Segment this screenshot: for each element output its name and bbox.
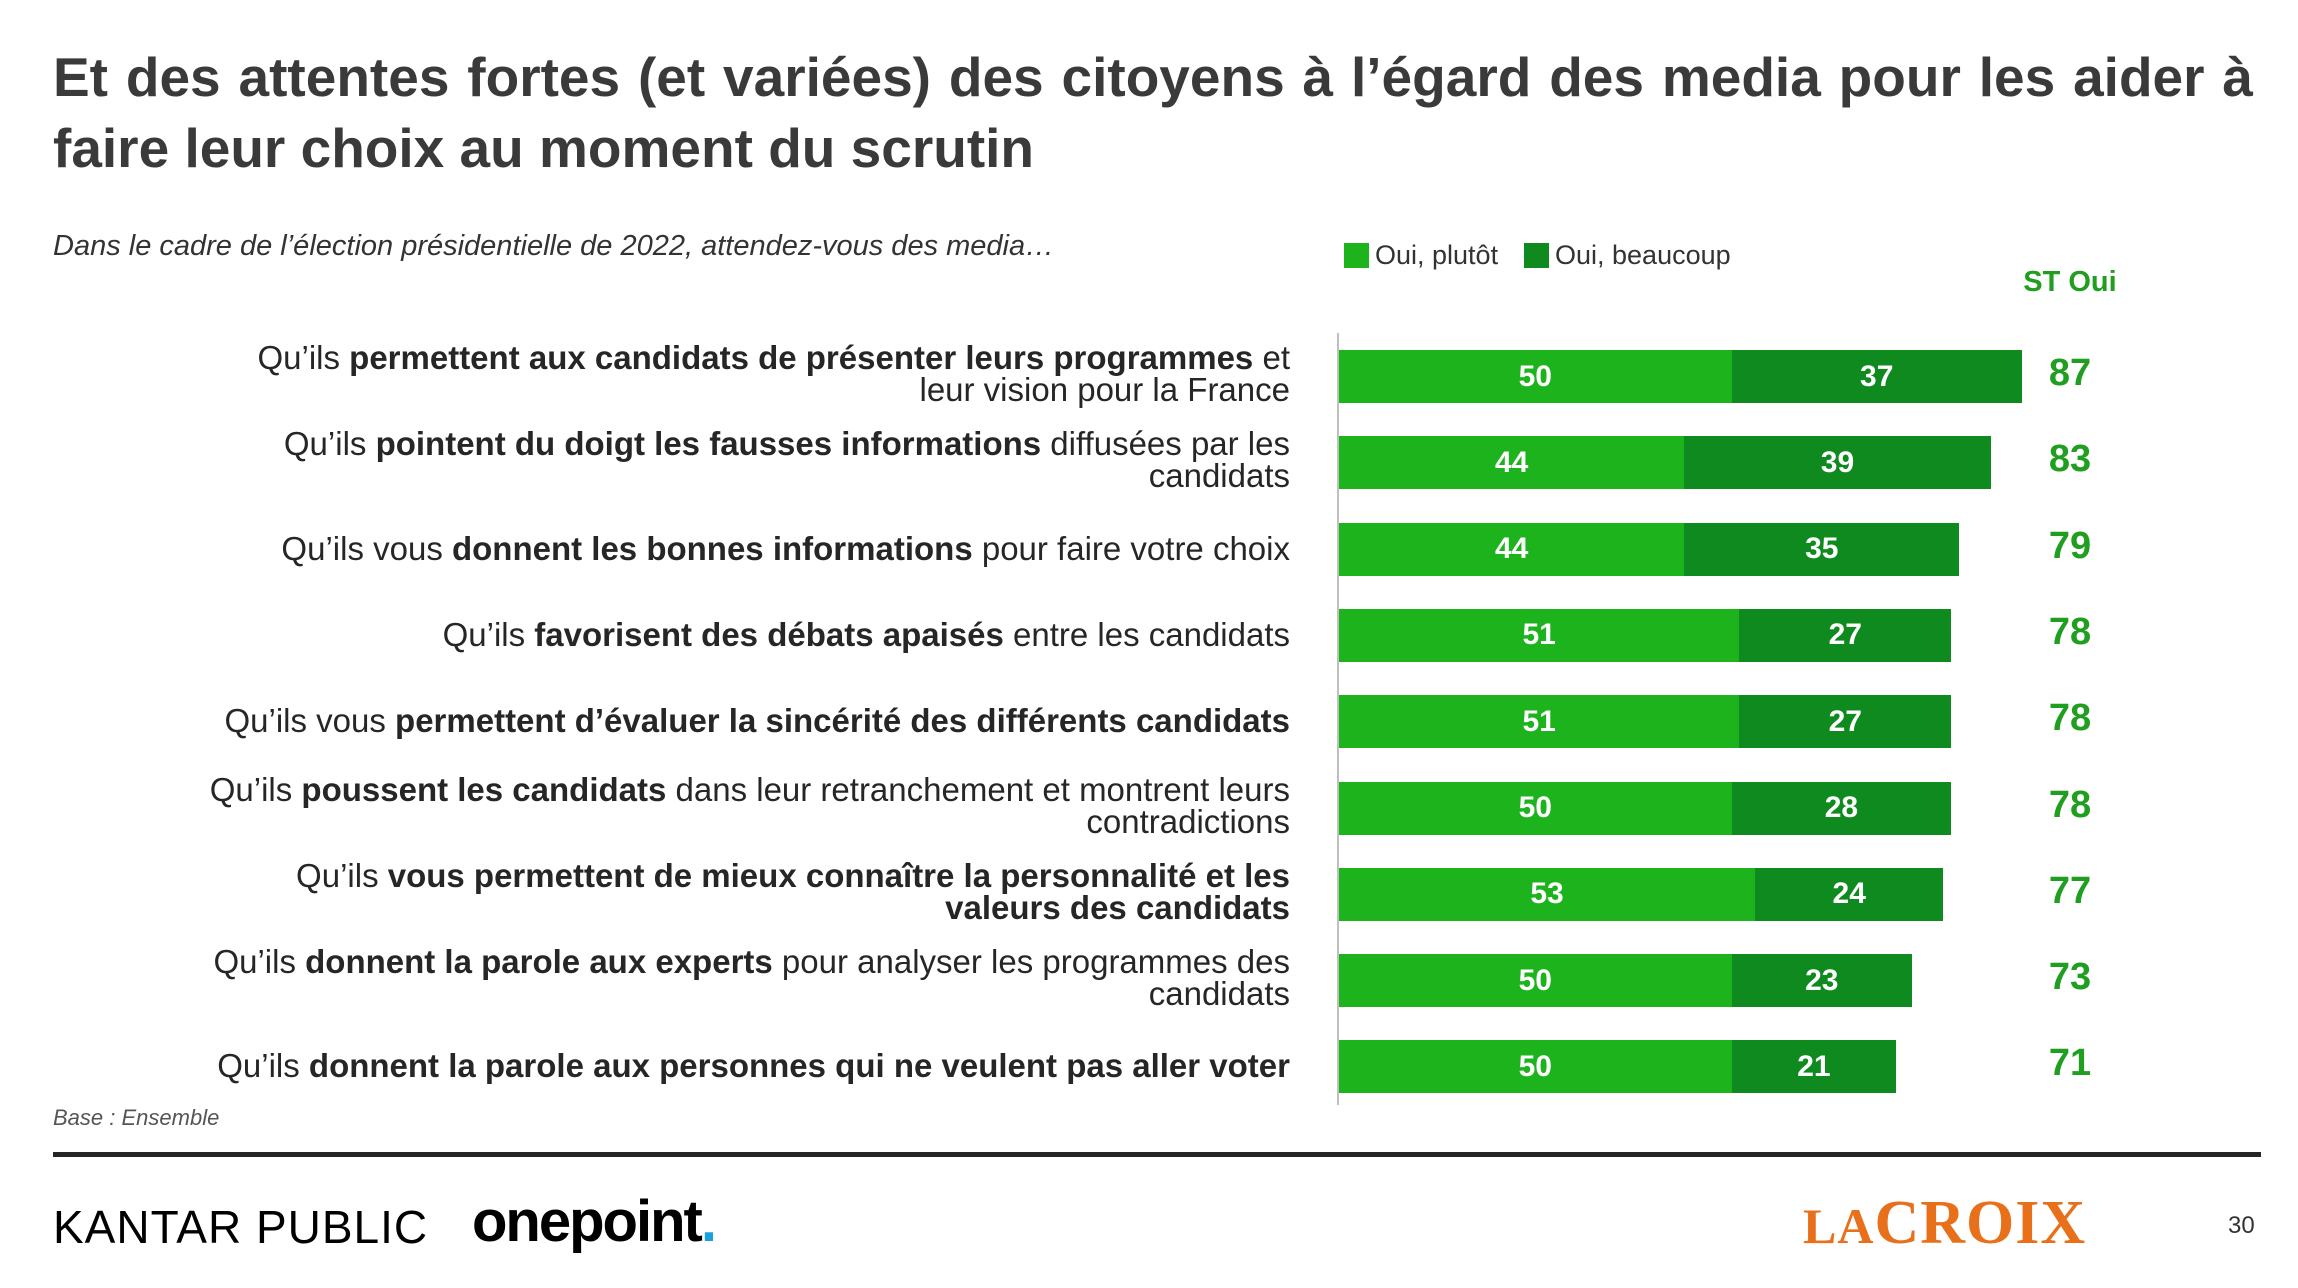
bar-segment-plutot: 50 [1339, 1040, 1732, 1094]
row-label: Qu’ils permettent aux candidats de prése… [200, 339, 1290, 408]
st-oui-value: 77 [2048, 869, 2092, 912]
base-note: Base : Ensemble [53, 1105, 220, 1130]
legend-plutot: Oui, plutôt [1344, 240, 1498, 271]
row-label-text: Qu’ils [283, 425, 376, 463]
st-oui-value: 87 [2048, 352, 2092, 394]
row-label-text: pour faire votre choix [972, 529, 1290, 567]
la-croix-logo-la: LA [1803, 1198, 1875, 1254]
bar-value-label: 39 [1820, 445, 1855, 479]
st-oui-value: 78 [2048, 610, 2092, 653]
onepoint-logo-dot: . [700, 1189, 717, 1254]
legend-swatch-beaucoup [1524, 243, 1549, 268]
bar-value-label: 50 [1518, 359, 1552, 393]
row-label-emphasis: donnent les bonnes informations [451, 529, 973, 567]
row-label-text: entre les candidats [1003, 615, 1290, 653]
row-label: Qu’ils donnent la parole aux experts pou… [200, 943, 1290, 1013]
row-label-emphasis: permettent d’évaluer la sincérité des di… [395, 702, 1290, 740]
row-label: Qu’ils donnent la parole aux personnes q… [200, 1047, 1290, 1085]
row-label-emphasis: donnent la parole aux personnes qui ne v… [308, 1047, 1290, 1085]
question-text: Dans le cadre de l’élection présidentiel… [53, 230, 1055, 262]
bar-value-label: 27 [1828, 704, 1862, 738]
row-label-emphasis: vous permettent de mieux connaître la pe… [387, 856, 1290, 926]
bar-segment-beaucoup: 28 [1731, 781, 1952, 835]
row-label-text: Qu’ils [257, 339, 350, 376]
row-label-emphasis: donnent la parole aux experts [305, 943, 773, 981]
bar-segment-plutot: 44 [1339, 436, 1685, 490]
row-label: Qu’ils poussent les candidats dans leur … [200, 770, 1291, 840]
bar-value-label: 24 [1832, 877, 1866, 911]
st-oui-value: 79 [2048, 524, 2092, 567]
page-title: Et des attentes fortes (et variées) des … [53, 46, 2253, 179]
la-croix-logo-croix: CROIX [1874, 1189, 2087, 1257]
bar-value-label: 53 [1530, 877, 1564, 911]
row-label-emphasis: poussent les candidats [301, 770, 667, 808]
bar-value-label: 50 [1518, 1049, 1552, 1083]
row-label-text: Qu’ils [296, 856, 388, 894]
row-label-text: diffusées par les candidats [1041, 425, 1290, 495]
legend-swatch-plutot [1344, 243, 1369, 268]
legend-beaucoup: Oui, beaucoup [1524, 240, 1731, 271]
kantar-public-logo: KANTAR PUBLIC [53, 1201, 429, 1253]
st-oui-value: 78 [2048, 697, 2092, 740]
bar-segment-plutot: 50 [1339, 350, 1732, 403]
bar-segment-plutot: 50 [1339, 781, 1732, 835]
bar-segment-plutot: 51 [1339, 608, 1740, 662]
bar-value-label: 44 [1495, 532, 1529, 566]
bar-segment-beaucoup: 35 [1684, 522, 1960, 576]
st-oui-value: 83 [2048, 438, 2092, 481]
st-oui-value: 71 [2048, 1042, 2092, 1085]
row-label: Qu’ils vous donnent les bonnes informati… [200, 529, 1290, 567]
st-oui-header: ST Oui [2023, 266, 2117, 298]
row-label-emphasis: pointent du doigt les fausses informatio… [375, 425, 1042, 463]
row-label-text: Qu’ils [217, 1047, 309, 1085]
row-label-text: Qu’ils vous [281, 529, 452, 567]
row-label-emphasis: favorisent des débats apaisés [534, 615, 1004, 653]
legend-label-plutot: Oui, plutôt [1375, 240, 1499, 270]
bar-segment-beaucoup: 23 [1731, 954, 1913, 1008]
row-label: Qu’ils pointent du doigt les fausses inf… [200, 425, 1290, 495]
bar-value-label: 27 [1828, 618, 1862, 652]
row-label-text: Qu’ils vous [224, 702, 396, 740]
row-label-text: Qu’ils [442, 615, 535, 653]
bar-segment-plutot: 50 [1339, 954, 1732, 1008]
bar-value-label: 37 [1860, 359, 1894, 393]
bar-segment-beaucoup: 37 [1731, 350, 2022, 403]
row-label: Qu’ils vous permettent de mieux connaîtr… [200, 856, 1290, 926]
st-oui-value: 73 [2048, 956, 2092, 999]
row-label-text: Qu’ils [213, 943, 306, 981]
row-label-text: et leur vision pour la France [919, 339, 1290, 408]
row-label-emphasis: permettent aux candidats de présenter le… [349, 339, 1254, 376]
bar-segment-beaucoup: 27 [1739, 608, 1952, 662]
bar-segment-plutot: 53 [1339, 867, 1756, 921]
row-label-text: Qu’ils [209, 770, 302, 808]
la-croix-logo: LACROIX [1803, 1188, 2086, 1259]
row-label-text: pour analyser les programmes des candida… [772, 943, 1290, 1013]
bar-value-label: 35 [1805, 532, 1839, 566]
bar-segment-beaucoup: 21 [1731, 1040, 1897, 1094]
onepoint-logo-text: onepoint [472, 1189, 703, 1254]
bar-segment-beaucoup: 24 [1755, 867, 1944, 921]
bar-segment-plutot: 44 [1339, 522, 1685, 576]
page-number: 30 [2228, 1212, 2255, 1239]
bar-value-label: 50 [1518, 791, 1552, 824]
bar-value-label: 21 [1797, 1049, 1831, 1083]
bar-segment-beaucoup: 27 [1739, 695, 1952, 749]
st-oui-value: 78 [2048, 783, 2092, 826]
row-label: Qu’ils favorisent des débats apaisés ent… [200, 615, 1290, 653]
bar-value-label: 51 [1522, 704, 1556, 738]
row-label: Qu’ils vous permettent d’évaluer la sinc… [200, 702, 1290, 740]
legend-label-beaucoup: Oui, beaucoup [1555, 240, 1731, 270]
bar-segment-beaucoup: 39 [1684, 436, 1991, 490]
footer-divider [53, 1152, 2261, 1157]
bar-value-label: 51 [1522, 618, 1556, 652]
bar-segment-plutot: 51 [1339, 695, 1740, 749]
onepoint-logo: onepoint. [472, 1188, 717, 1255]
row-label-text: dans leur retranchement et montrent leur… [666, 770, 1291, 840]
bar-value-label: 28 [1824, 791, 1859, 824]
bar-value-label: 44 [1495, 445, 1529, 479]
bar-value-label: 23 [1805, 963, 1839, 997]
chart-axis-line [1337, 333, 1339, 1105]
bar-value-label: 50 [1518, 963, 1552, 997]
